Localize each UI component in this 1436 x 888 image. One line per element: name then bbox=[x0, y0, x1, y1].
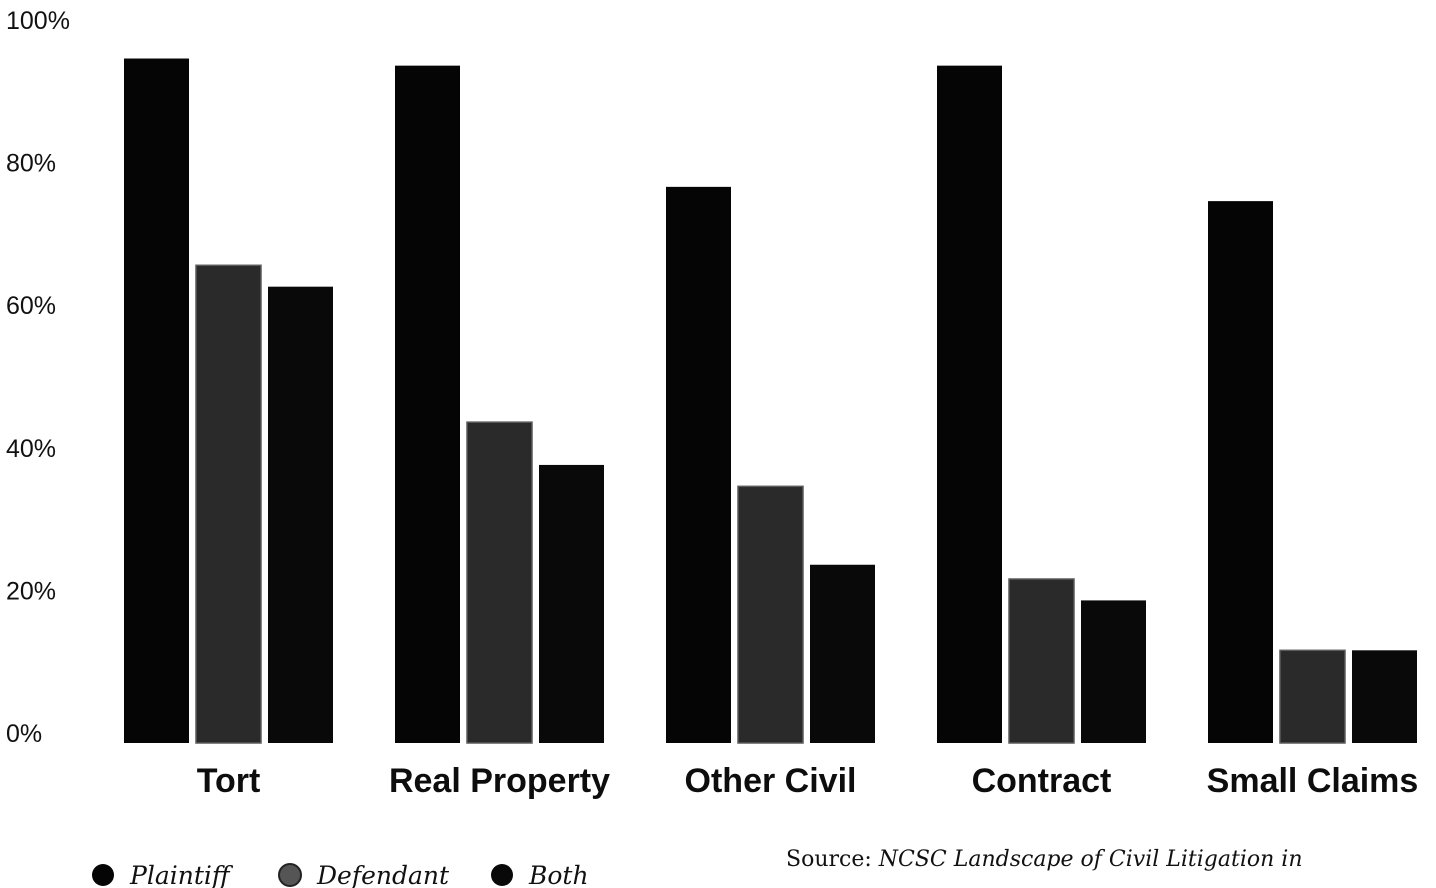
bar-plaintiff-tort bbox=[124, 58, 189, 743]
y-tick-label: 100% bbox=[6, 7, 70, 35]
x-axis: Tort Real Property Other Civil Contract Smal… bbox=[197, 762, 1419, 800]
y-tick-label: 80% bbox=[6, 150, 56, 178]
y-tick-label: 40% bbox=[6, 435, 56, 463]
legend-item-plaintiff: Plaintiff bbox=[92, 861, 234, 888]
bar-defendant-real-property bbox=[466, 421, 533, 744]
bar-both-contract bbox=[1081, 600, 1146, 743]
bar-defendant-other-civil bbox=[737, 485, 804, 744]
legend-item-defendant: Defendant bbox=[278, 861, 450, 888]
bar-both-real-property bbox=[539, 464, 604, 743]
bar-plaintiff-contract bbox=[937, 65, 1002, 743]
legend: Plaintiff Defendant Both bbox=[92, 861, 589, 888]
bar-both-small-claims bbox=[1352, 650, 1417, 743]
bar-plaintiff-other-civil bbox=[666, 186, 731, 744]
source-note: Source: NCSC Landscape of Civil Litigati… bbox=[786, 847, 1303, 872]
x-tick-label: Contract bbox=[972, 762, 1112, 800]
y-axis: 0% 20% 40% 60% 80% 100% bbox=[6, 7, 70, 748]
x-tick-label: Tort bbox=[197, 762, 261, 800]
legend-swatch bbox=[491, 864, 513, 886]
bar-both-other-civil bbox=[810, 564, 875, 743]
legend-label: Both bbox=[528, 861, 589, 888]
source-prefix: Source: bbox=[786, 847, 879, 872]
y-tick-label: 60% bbox=[6, 292, 56, 320]
x-tick-label: Other Civil bbox=[685, 762, 857, 800]
legend-label: Plaintiff bbox=[129, 861, 234, 888]
y-tick-label: 20% bbox=[6, 577, 56, 605]
legend-swatch bbox=[278, 863, 302, 887]
bars bbox=[124, 58, 1417, 744]
bar-plaintiff-small-claims bbox=[1208, 201, 1273, 743]
legend-label: Defendant bbox=[316, 861, 450, 888]
x-tick-label: Real Property bbox=[389, 762, 610, 800]
y-tick-label: 0% bbox=[6, 720, 42, 748]
bar-defendant-small-claims bbox=[1279, 649, 1346, 744]
bar-defendant-tort bbox=[195, 264, 262, 744]
x-tick-label: Small Claims bbox=[1207, 762, 1419, 800]
bar-defendant-contract bbox=[1008, 578, 1075, 744]
legend-swatch bbox=[92, 864, 114, 886]
legend-item-both: Both bbox=[491, 861, 589, 888]
source-title: NCSC Landscape of Civil Litigation in bbox=[878, 847, 1303, 872]
bar-plaintiff-real-property bbox=[395, 65, 460, 743]
bar-both-tort bbox=[268, 286, 333, 743]
